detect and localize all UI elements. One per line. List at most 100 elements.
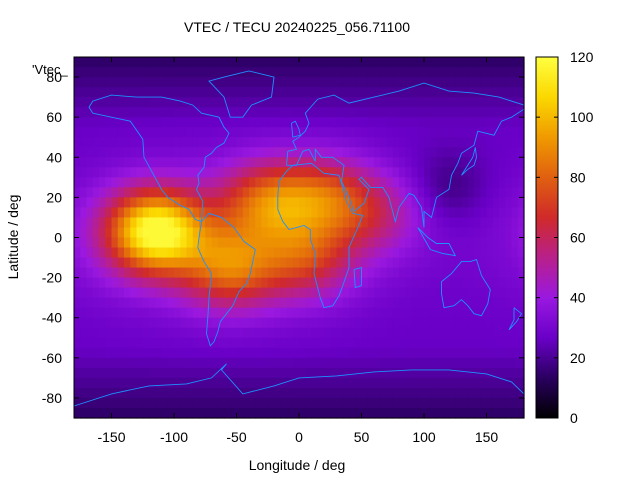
heatmap-cell xyxy=(199,107,206,118)
heatmap-cell xyxy=(355,267,363,279)
heatmap-cell xyxy=(417,247,425,259)
heatmap-cell xyxy=(255,177,263,188)
heatmap-cell xyxy=(324,247,331,259)
heatmap-cell xyxy=(211,337,219,349)
heatmap-cell xyxy=(161,177,169,188)
heatmap-cell xyxy=(192,187,200,198)
heatmap-cell xyxy=(461,197,469,209)
heatmap-cell xyxy=(411,137,419,148)
heatmap-cell xyxy=(86,337,94,349)
heatmap-cell xyxy=(199,367,206,379)
heatmap-cell xyxy=(361,247,369,259)
heatmap-cell xyxy=(149,117,156,128)
heatmap-cell xyxy=(286,407,294,419)
heatmap-cell xyxy=(436,297,444,309)
heatmap-cell xyxy=(280,97,288,108)
heatmap-cell xyxy=(105,267,113,279)
heatmap-cell xyxy=(311,407,319,419)
heatmap-cell xyxy=(455,97,463,108)
heatmap-cell xyxy=(317,107,325,118)
heatmap-cell xyxy=(180,207,188,219)
heatmap-cell xyxy=(467,177,475,188)
heatmap-cell xyxy=(480,197,488,209)
heatmap-cell xyxy=(211,257,219,269)
heatmap-cell xyxy=(124,87,131,98)
heatmap-cell xyxy=(436,87,444,98)
heatmap-cell xyxy=(342,367,350,379)
heatmap-cell xyxy=(217,147,225,158)
heatmap-cell xyxy=(367,287,375,299)
heatmap-cell xyxy=(180,237,188,249)
heatmap-cell xyxy=(192,317,200,329)
heatmap-cell xyxy=(186,337,194,349)
heatmap-cell xyxy=(80,337,88,349)
heatmap-cell xyxy=(492,137,500,148)
heatmap-cell xyxy=(236,177,244,188)
heatmap-cell xyxy=(492,57,500,68)
heatmap-cell xyxy=(192,377,200,389)
heatmap-cell xyxy=(405,377,413,389)
heatmap-cell xyxy=(111,207,119,219)
heatmap-cell xyxy=(211,357,219,369)
heatmap-cell xyxy=(517,207,525,219)
heatmap-cell xyxy=(180,357,188,369)
heatmap-cell xyxy=(392,347,400,359)
heatmap-cell xyxy=(167,227,175,239)
heatmap-cell xyxy=(455,107,463,118)
heatmap-cell xyxy=(217,407,225,419)
heatmap-cell xyxy=(230,227,238,239)
heatmap-cell xyxy=(261,397,269,409)
heatmap-cell xyxy=(292,317,300,329)
heatmap-cell xyxy=(249,347,256,359)
heatmap-cell xyxy=(430,87,438,98)
heatmap-cell xyxy=(299,97,306,108)
heatmap-cell xyxy=(267,137,275,148)
heatmap-cell xyxy=(105,337,113,349)
heatmap-cell xyxy=(442,237,450,249)
heatmap-cell xyxy=(386,317,394,329)
heatmap-cell xyxy=(336,277,344,289)
heatmap-cell xyxy=(511,407,519,419)
heatmap-cell xyxy=(205,177,213,188)
heatmap-cell xyxy=(105,67,113,78)
heatmap-cell xyxy=(199,67,206,78)
heatmap-cell xyxy=(205,307,213,319)
heatmap-cell xyxy=(105,327,113,339)
heatmap-cell xyxy=(305,307,313,319)
heatmap-cell xyxy=(274,217,281,229)
heatmap-cell xyxy=(161,317,169,329)
heatmap-cell xyxy=(217,357,225,369)
heatmap-cell xyxy=(461,367,469,379)
heatmap-cell xyxy=(461,57,469,68)
heatmap-cell xyxy=(374,167,381,178)
heatmap-cell xyxy=(199,87,206,98)
heatmap-cell xyxy=(436,387,444,399)
heatmap-cell xyxy=(342,127,350,138)
heatmap-cell xyxy=(436,377,444,389)
heatmap-cell xyxy=(174,167,181,178)
heatmap-cell xyxy=(286,297,294,309)
heatmap-cell xyxy=(517,257,525,269)
heatmap-cell xyxy=(74,337,81,349)
heatmap-cell xyxy=(124,217,131,229)
heatmap-cell xyxy=(136,157,144,168)
heatmap-cell xyxy=(436,77,444,88)
heatmap-cell xyxy=(130,97,138,108)
heatmap-cell xyxy=(430,307,438,319)
heatmap-cell xyxy=(474,247,481,259)
heatmap-cell xyxy=(111,377,119,389)
heatmap-cell xyxy=(224,377,231,389)
heatmap-cell xyxy=(261,347,269,359)
heatmap-cell xyxy=(317,267,325,279)
heatmap-cell xyxy=(455,367,463,379)
heatmap-cell xyxy=(167,177,175,188)
heatmap-cell xyxy=(480,177,488,188)
heatmap-cell xyxy=(92,267,100,279)
heatmap-cell xyxy=(305,347,313,359)
heatmap-cell xyxy=(230,67,238,78)
heatmap-cell xyxy=(167,117,175,128)
heatmap-cell xyxy=(480,187,488,198)
heatmap-cell xyxy=(86,407,94,419)
heatmap-cell xyxy=(267,317,275,329)
heatmap-cell xyxy=(424,337,431,349)
